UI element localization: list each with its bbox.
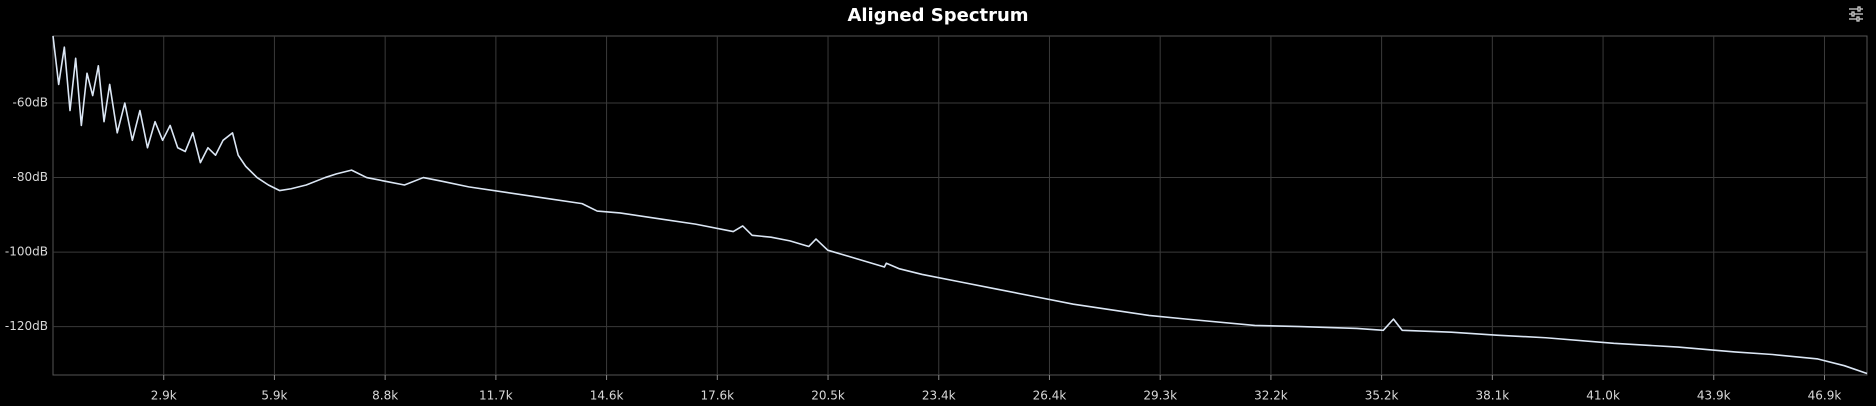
x-tick-label: 5.9k <box>261 389 287 403</box>
icon-knob <box>1857 6 1861 12</box>
y-tick-label: -60dB <box>13 96 48 110</box>
icon-knob <box>1851 11 1855 17</box>
y-tick-label: -120dB <box>5 319 48 333</box>
settings-icon[interactable] <box>1849 6 1863 22</box>
x-tick-label: 17.6k <box>700 389 734 403</box>
icon-knob <box>1856 16 1860 22</box>
x-tick-label: 32.2k <box>1254 389 1288 403</box>
x-tick-label: 29.3k <box>1143 389 1177 403</box>
x-tick-label: 43.9k <box>1697 389 1731 403</box>
x-tick-label: 41.0k <box>1586 389 1620 403</box>
spectrum-line <box>52 35 1868 375</box>
x-tick-label: 46.9k <box>1808 389 1842 403</box>
x-tick-label: 2.9k <box>151 389 177 403</box>
plot-frame <box>52 35 1868 376</box>
y-tick-label: -100dB <box>5 245 48 259</box>
chart-title: Aligned Spectrum <box>847 5 1028 26</box>
x-tick-label: 23.4k <box>922 389 956 403</box>
x-tick-label: 11.7k <box>479 389 513 403</box>
x-tick-label: 26.4k <box>1033 389 1067 403</box>
x-tick-label: 14.6k <box>590 389 624 403</box>
x-tick-label: 20.5k <box>811 389 845 403</box>
x-tick-label: 8.8k <box>372 389 398 403</box>
x-tick-label: 38.1k <box>1475 389 1509 403</box>
y-tick-label: -80dB <box>13 170 48 184</box>
x-tick-label: 35.2k <box>1365 389 1399 403</box>
